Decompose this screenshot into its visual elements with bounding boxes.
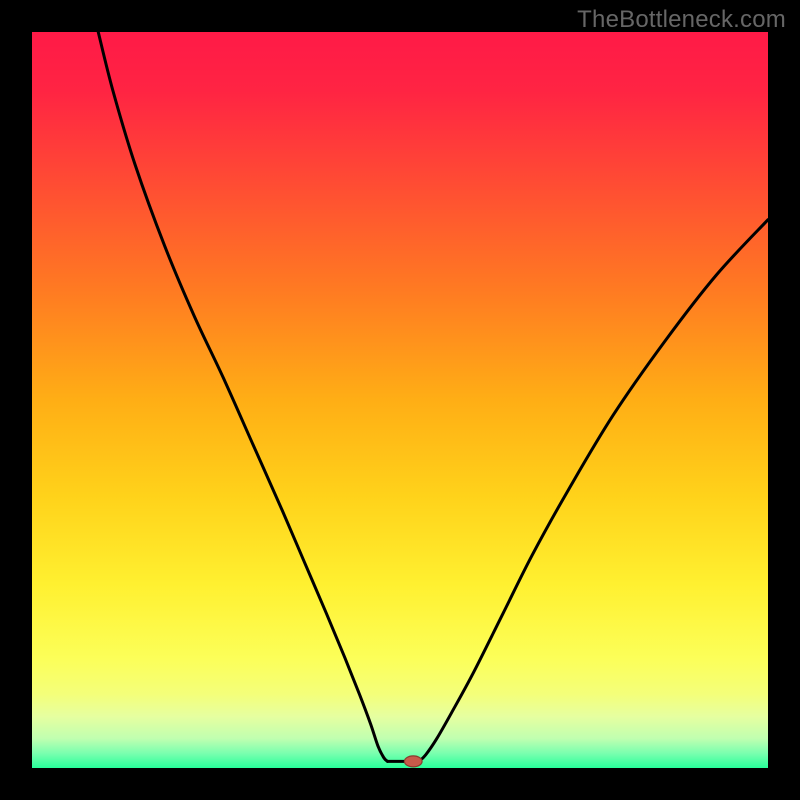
watermark-text: TheBottleneck.com [577, 6, 786, 34]
chart-gradient-bg [32, 32, 768, 768]
chart-container: TheBottleneck.com [0, 0, 800, 800]
bottleneck-chart [0, 0, 800, 800]
bottleneck-marker [404, 756, 422, 767]
